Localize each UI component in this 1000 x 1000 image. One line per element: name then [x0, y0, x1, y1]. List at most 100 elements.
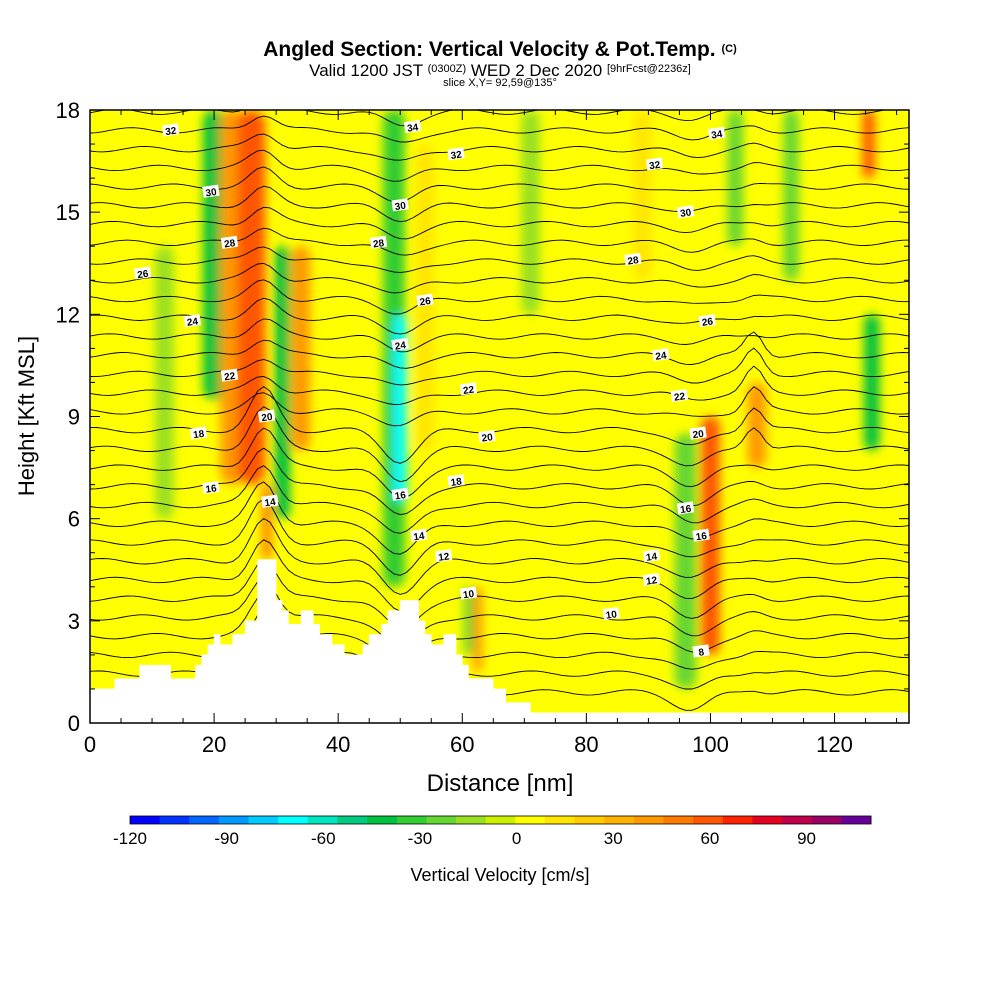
theta-label-text: 14 [413, 531, 426, 544]
theta-label-text: 20 [692, 429, 705, 442]
theta-label-10: 34 [403, 119, 422, 135]
title-main: Angled Section: Vertical Velocity & Pot.… [263, 38, 716, 61]
colorbar-swatch-17 [633, 816, 665, 824]
theta-label-35: 10 [602, 606, 620, 622]
theta-label-text: 22 [673, 391, 686, 404]
theta-label-bg [391, 337, 409, 352]
theta-label-bg [183, 314, 201, 328]
theta-label-bg [676, 501, 695, 515]
theta-label-text: 10 [605, 609, 618, 622]
theta-label-29: 22 [670, 389, 689, 404]
theta-label-text: 8 [698, 647, 705, 659]
x-tick-label: 0 [84, 732, 96, 757]
theta-label-bg [676, 205, 695, 219]
velocity-column-14 [747, 382, 767, 468]
theta-label-text: 22 [224, 371, 237, 384]
x-axis-label: Distance [nm] [427, 770, 574, 797]
theta-label-text: 16 [205, 483, 218, 496]
theta-label-4: 24 [183, 314, 201, 329]
theta-label-bg [391, 487, 409, 501]
theta-label-bg [189, 426, 208, 440]
colorbar-swatch-5 [278, 816, 309, 824]
theta-label-bg [692, 644, 710, 658]
theta-label-text: 32 [649, 160, 662, 173]
theta-contour-14 [90, 385, 909, 464]
theta-label-bg [459, 382, 478, 396]
title-units: (C) [721, 43, 737, 55]
velocity-column-17 [864, 314, 880, 451]
theta-label-19: 16 [391, 487, 409, 503]
colorbar-frame [129, 815, 872, 825]
chart-subtitle: Valid 1200 JST (0300Z) WED 2 Dec 2020 [9… [0, 61, 1000, 81]
y-tick-label: 12 [56, 302, 80, 327]
theta-label-text: 10 [462, 589, 475, 602]
theta-contour-5 [90, 559, 909, 628]
theta-label-5: 22 [220, 368, 239, 384]
theta-label-17: 20 [478, 429, 496, 445]
x-tick-label: 40 [326, 732, 350, 757]
theta-label-bg [642, 572, 661, 587]
theta-label-bg [416, 293, 434, 307]
theta-label-14: 26 [416, 293, 434, 308]
colorbar-tick-label: 30 [604, 829, 623, 848]
theta-label-27: 26 [698, 314, 716, 329]
theta-label-bg [670, 389, 689, 403]
theta-label-bg [652, 348, 670, 362]
theta-label-0: 32 [161, 123, 180, 139]
theta-label-16: 22 [459, 382, 478, 397]
colorbar-swatch-2 [189, 816, 220, 824]
x-tick-label: 80 [574, 732, 598, 757]
theta-contour-13 [90, 406, 909, 483]
theta-label-text: 14 [264, 497, 277, 510]
colorbar-swatch-16 [604, 816, 635, 824]
theta-label-13: 28 [369, 235, 388, 251]
colorbar-swatch-4 [248, 816, 279, 824]
theta-label-text: 32 [450, 149, 463, 162]
theta-label-bg [689, 426, 707, 440]
theta-label-bg [202, 480, 220, 495]
slice-info: slice X,Y= 92,59@135° [443, 77, 557, 89]
colorbar-tick-label: -30 [408, 829, 433, 848]
theta-label-bg [447, 474, 465, 488]
contour-labels: 32 30 28 26 24 22 20 18 16 14 34 32 30 28 26 24 22 20 18 16… [133, 119, 726, 659]
velocity-column-5 [274, 246, 291, 519]
potential-temperature-contours [90, 110, 909, 723]
theta-label-text: 22 [462, 384, 475, 397]
theta-label-bg [133, 266, 152, 280]
x-tick-label: 100 [692, 732, 729, 757]
theta-label-text: 30 [205, 187, 218, 200]
theta-contour-18 [90, 331, 909, 369]
theta-label-text: 24 [394, 340, 407, 353]
chart-title: Angled Section: Vertical Velocity & Pot.… [0, 38, 1000, 62]
colorbar-swatch-8 [367, 816, 398, 824]
theta-label-bg [261, 494, 279, 508]
velocity-column-20 [632, 110, 652, 281]
theta-label-text: 28 [372, 238, 385, 251]
theta-label-36: 8 [692, 644, 710, 659]
velocity-column-12 [674, 433, 697, 689]
colorbar-tick-label: 90 [797, 829, 816, 848]
colorbar-label: Vertical Velocity [cm/s] [410, 865, 589, 885]
colorbar-swatch-22 [782, 816, 813, 824]
theta-contour-30 [90, 115, 909, 143]
colorbar-swatch-24 [841, 816, 872, 824]
y-tick-label: 9 [68, 405, 80, 430]
velocity-columns [155, 110, 880, 689]
theta-label-text: 26 [701, 316, 714, 329]
velocity-column-6 [291, 246, 311, 451]
colorbar-swatch-7 [337, 816, 368, 824]
theta-contour-7 [90, 517, 909, 595]
theta-label-bg [707, 126, 726, 140]
theta-label-18: 18 [447, 474, 465, 489]
theta-label-30: 20 [689, 426, 707, 442]
theta-label-text: 32 [165, 126, 178, 139]
theta-label-bg [447, 147, 465, 161]
theta-label-text: 24 [186, 316, 199, 329]
theta-label-34: 12 [642, 572, 661, 588]
theta-label-text: 16 [695, 531, 708, 544]
theta-label-text: 12 [645, 575, 658, 588]
theta-label-bg [642, 549, 661, 563]
theta-contour-20 [90, 297, 909, 335]
colorbar-tick-label: 60 [700, 829, 719, 848]
theta-label-15: 24 [391, 337, 409, 353]
